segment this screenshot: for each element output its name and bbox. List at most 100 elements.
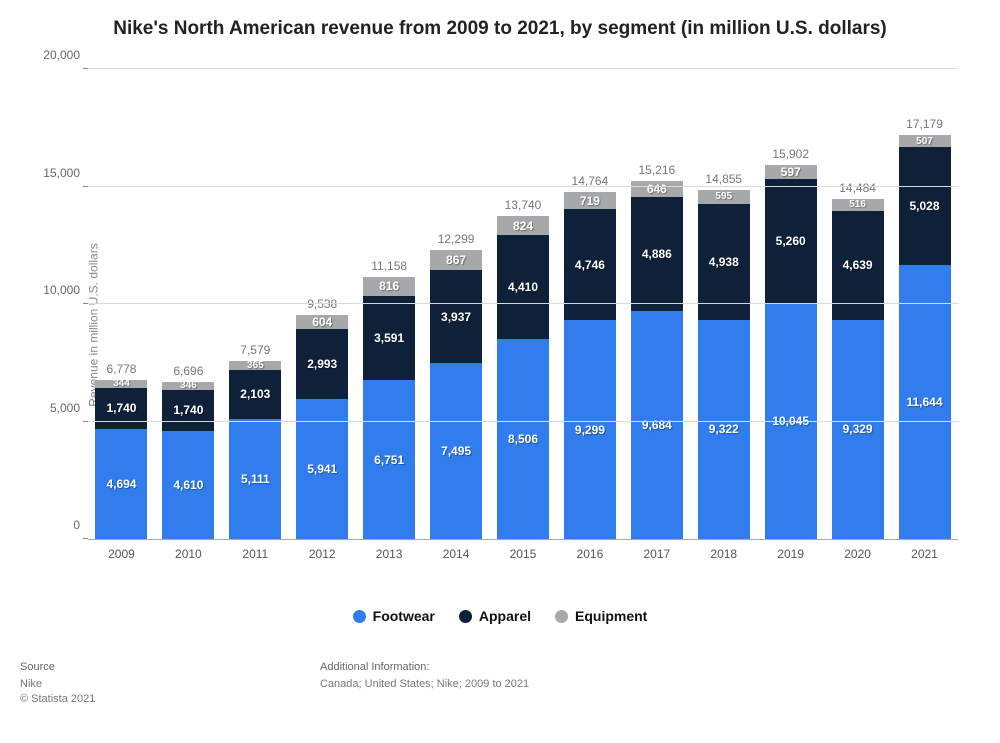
bar-segment-label: 1,740 — [106, 401, 136, 415]
bar-segment-equipment: 344 — [95, 380, 147, 388]
ytick-label: 0 — [73, 518, 88, 532]
bar-segment-label: 4,694 — [106, 477, 136, 491]
bar-stack: 9,6844,88664615,216 — [631, 181, 683, 539]
x-category-label: 2015 — [510, 539, 537, 561]
ytick-mark — [83, 421, 88, 422]
bar-segment-equipment: 507 — [899, 135, 951, 147]
bar-segment-footwear: 5,111 — [229, 419, 281, 539]
x-category-label: 2009 — [108, 539, 135, 561]
bar-segment-label: 595 — [715, 191, 732, 202]
bar-stack: 10,0455,26059715,902 — [765, 165, 817, 539]
bar-total-label: 17,179 — [906, 117, 943, 135]
bar-segment-label: 3,937 — [441, 310, 471, 324]
bar-segment-label: 2,103 — [240, 387, 270, 401]
bar-stack: 8,5064,41082413,740 — [497, 216, 549, 539]
x-category-label: 2018 — [710, 539, 737, 561]
bar-total-label: 14,484 — [839, 181, 876, 199]
bar-stack: 5,1112,1033657,579 — [229, 361, 281, 539]
legend: Footwear Apparel Equipment — [0, 608, 1000, 626]
bar-segment-label: 516 — [849, 199, 866, 210]
bar-slot: 20209,3294,63951614,484 — [824, 70, 891, 539]
x-category-label: 2010 — [175, 539, 202, 561]
x-category-label: 2016 — [577, 539, 604, 561]
bar-total-label: 12,299 — [438, 232, 475, 250]
grid-line — [88, 303, 958, 304]
legend-swatch — [353, 610, 366, 623]
bar-segment-label: 6,751 — [374, 453, 404, 467]
bar-stack: 11,6445,02850717,179 — [899, 135, 951, 539]
bar-segment-label: 4,410 — [508, 280, 538, 294]
legend-swatch — [459, 610, 472, 623]
footer-source: Source Nike © Statista 2021 — [20, 660, 320, 707]
bar-segment-apparel: 4,886 — [631, 197, 683, 312]
bar-segment-label: 646 — [647, 182, 667, 196]
x-category-label: 2020 — [844, 539, 871, 561]
chart-footer: Source Nike © Statista 2021 Additional I… — [20, 660, 980, 707]
bar-segment-equipment: 646 — [631, 181, 683, 196]
bar-segment-label: 2,993 — [307, 357, 337, 371]
bar-total-label: 13,740 — [505, 198, 542, 216]
bar-segment-footwear: 9,299 — [564, 320, 616, 539]
bar-segment-footwear: 7,495 — [430, 363, 482, 539]
bar-stack: 9,2994,74671914,764 — [564, 192, 616, 539]
bar-segment-footwear: 9,329 — [832, 320, 884, 539]
bar-segment-footwear: 4,694 — [95, 429, 147, 539]
ytick-label: 5,000 — [50, 401, 88, 415]
legend-label: Apparel — [479, 608, 531, 624]
bar-segment-apparel: 2,103 — [229, 370, 281, 419]
bar-segment-footwear: 4,610 — [162, 431, 214, 539]
bar-segment-apparel: 3,591 — [363, 296, 415, 380]
x-category-label: 2019 — [777, 539, 804, 561]
ytick-mark — [83, 186, 88, 187]
bar-segment-label: 9,329 — [843, 422, 873, 436]
bar-segment-label: 719 — [580, 194, 600, 208]
bar-stack: 4,6101,7403466,696 — [162, 382, 214, 539]
bar-total-label: 11,158 — [371, 259, 407, 277]
bars-container: 20094,6941,7403446,77820104,6101,7403466… — [88, 70, 958, 539]
bar-segment-label: 5,028 — [910, 199, 940, 213]
bar-segment-label: 346 — [180, 380, 197, 391]
bar-slot: 202111,6445,02850717,179 — [891, 70, 958, 539]
bar-segment-footwear: 9,684 — [631, 311, 683, 539]
ytick-mark — [83, 538, 88, 539]
bar-segment-apparel: 5,028 — [899, 147, 951, 265]
bar-total-label: 14,855 — [705, 172, 742, 190]
x-category-label: 2017 — [643, 539, 670, 561]
bar-segment-apparel: 4,410 — [497, 235, 549, 339]
legend-item-footwear: Footwear — [353, 608, 435, 624]
bar-segment-footwear: 9,322 — [698, 320, 750, 539]
bar-total-label: 14,764 — [572, 174, 609, 192]
bar-total-label: 9,538 — [307, 297, 337, 315]
ytick-mark — [83, 68, 88, 69]
bar-segment-equipment: 516 — [832, 199, 884, 211]
bar-segment-equipment: 597 — [765, 165, 817, 179]
bar-total-label: 15,902 — [772, 147, 809, 165]
bar-segment-label: 867 — [446, 253, 466, 267]
bar-segment-apparel: 3,937 — [430, 270, 482, 363]
plot-area: 20094,6941,7403446,77820104,6101,7403466… — [88, 70, 958, 540]
bar-segment-label: 507 — [916, 136, 933, 147]
bar-segment-equipment: 867 — [430, 250, 482, 270]
chart-area: Revenue in million U.S. dollars 20094,69… — [40, 60, 970, 590]
bar-total-label: 6,778 — [106, 362, 136, 380]
bar-segment-equipment: 719 — [564, 192, 616, 209]
bar-segment-label: 824 — [513, 219, 533, 233]
legend-item-equipment: Equipment — [555, 608, 647, 624]
legend-swatch — [555, 610, 568, 623]
bar-segment-label: 11,644 — [906, 395, 942, 409]
bar-slot: 20158,5064,41082413,740 — [490, 70, 557, 539]
bar-slot: 20104,6101,7403466,696 — [155, 70, 222, 539]
source-name: Nike — [20, 677, 320, 692]
bar-segment-label: 3,591 — [374, 331, 404, 345]
additional-heading: Additional Information: — [320, 660, 529, 675]
bar-segment-apparel: 2,993 — [296, 329, 348, 399]
x-category-label: 2021 — [911, 539, 938, 561]
bar-segment-label: 9,322 — [709, 422, 739, 436]
bar-slot: 20136,7513,59181611,158 — [356, 70, 423, 539]
grid-line — [88, 186, 958, 187]
bar-stack: 4,6941,7403446,778 — [95, 380, 147, 539]
bar-slot: 20179,6844,88664615,216 — [623, 70, 690, 539]
bar-segment-label: 344 — [113, 378, 130, 389]
bar-segment-equipment: 816 — [363, 277, 415, 296]
x-category-label: 2013 — [376, 539, 403, 561]
